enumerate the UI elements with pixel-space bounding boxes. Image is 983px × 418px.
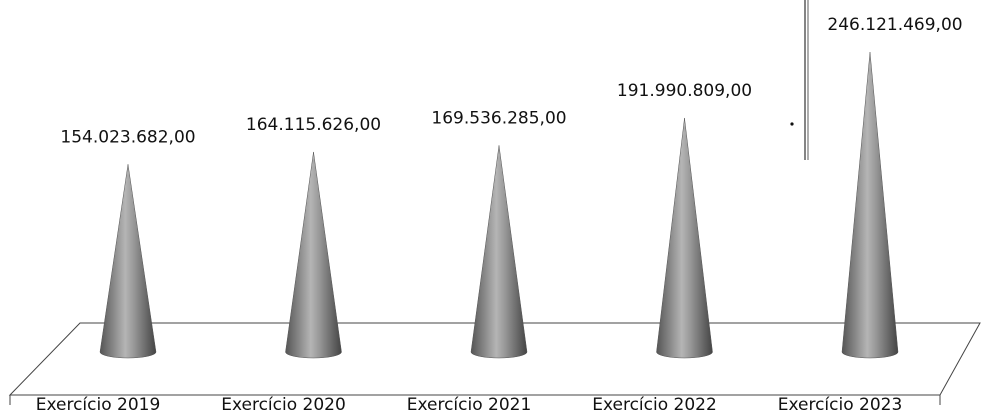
x-tick-label: Exercício 2022 [592, 395, 717, 415]
cone [656, 117, 713, 359]
cone [99, 164, 157, 359]
x-tick-label: Exercício 2023 [778, 395, 903, 415]
floor [8, 322, 981, 405]
speck [790, 122, 794, 126]
value-label: 164.115.626,00 [246, 115, 381, 135]
value-label: 191.990.809,00 [617, 81, 752, 101]
x-tick-label: Exercício 2019 [36, 395, 161, 415]
cone [285, 151, 342, 359]
floor-plane [8, 322, 981, 396]
x-tick-label: Exercício 2021 [407, 395, 532, 415]
value-label: 154.023.682,00 [60, 127, 195, 147]
value-label: 169.536.285,00 [431, 108, 566, 128]
x-tick-label: Exercício 2020 [221, 395, 346, 415]
value-label: 246.121.469,00 [827, 15, 962, 35]
cone [470, 145, 528, 359]
cone [841, 51, 899, 359]
